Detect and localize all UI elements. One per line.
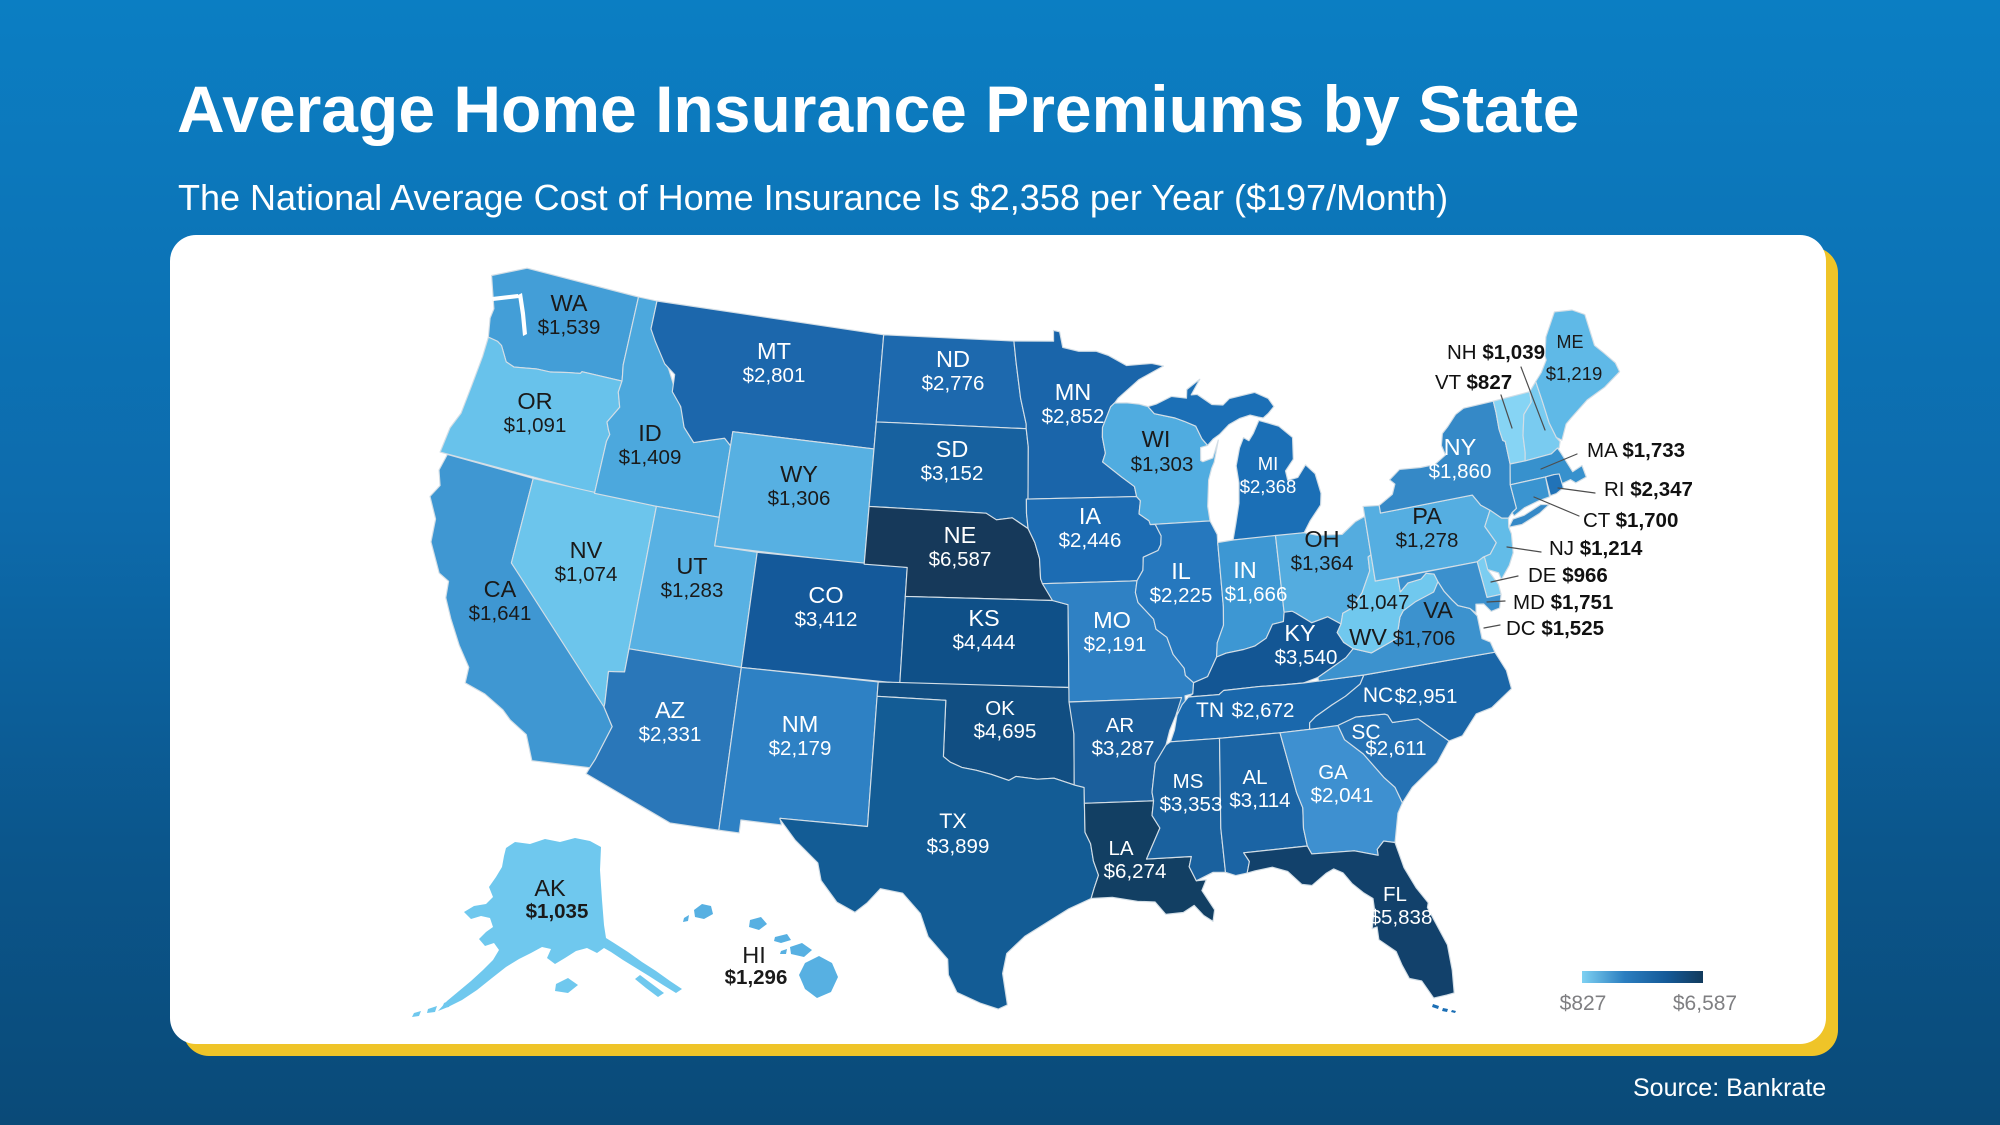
svg-text:IN: IN (1233, 557, 1257, 583)
svg-text:GA: GA (1318, 761, 1348, 784)
svg-text:$827: $827 (1560, 992, 1607, 1015)
svg-text:$1,091: $1,091 (504, 414, 567, 437)
svg-text:$3,412: $3,412 (795, 608, 858, 631)
svg-text:$1,047: $1,047 (1347, 591, 1410, 614)
svg-text:TN: TN (1196, 699, 1224, 722)
svg-text:$3,287: $3,287 (1092, 737, 1155, 760)
svg-text:$1,409: $1,409 (619, 446, 682, 469)
svg-text:LA: LA (1108, 837, 1133, 860)
svg-text:$1,641: $1,641 (469, 602, 532, 625)
svg-text:$1,306: $1,306 (768, 487, 831, 510)
svg-text:RI $2,347: RI $2,347 (1604, 478, 1693, 501)
svg-text:$4,444: $4,444 (953, 631, 1016, 654)
svg-text:WV: WV (1349, 624, 1387, 650)
svg-text:$1,074: $1,074 (555, 563, 618, 586)
svg-text:$1,278: $1,278 (1396, 529, 1459, 552)
svg-text:$1,666: $1,666 (1225, 583, 1288, 606)
svg-text:MN: MN (1055, 379, 1092, 405)
svg-text:$3,353: $3,353 (1160, 793, 1223, 816)
svg-text:CA: CA (484, 576, 517, 602)
svg-text:NH $1,039: NH $1,039 (1447, 341, 1545, 364)
svg-text:NY: NY (1444, 434, 1477, 460)
svg-text:IA: IA (1079, 503, 1102, 529)
svg-text:$1,219: $1,219 (1546, 363, 1603, 384)
svg-text:ND: ND (936, 346, 970, 372)
svg-text:$1,035: $1,035 (526, 900, 589, 923)
svg-text:KY: KY (1284, 620, 1316, 646)
svg-text:$2,672: $2,672 (1232, 699, 1295, 722)
svg-text:$6,587: $6,587 (929, 548, 992, 571)
svg-text:TX: TX (939, 809, 966, 833)
svg-text:MA $1,733: MA $1,733 (1587, 439, 1685, 462)
svg-text:FL: FL (1383, 883, 1407, 906)
svg-text:$2,776: $2,776 (922, 372, 985, 395)
svg-text:$2,179: $2,179 (769, 737, 832, 760)
svg-text:$1,860: $1,860 (1429, 460, 1492, 483)
svg-text:$3,540: $3,540 (1275, 646, 1338, 669)
svg-text:VT $827: VT $827 (1435, 371, 1512, 394)
svg-text:VA: VA (1423, 597, 1453, 623)
svg-text:KS: KS (968, 605, 999, 631)
svg-text:MI: MI (1258, 453, 1279, 474)
svg-text:MS: MS (1173, 770, 1204, 793)
svg-text:$6,274: $6,274 (1104, 860, 1167, 883)
svg-text:OK: OK (985, 697, 1015, 720)
svg-text:NC: NC (1363, 684, 1393, 707)
svg-text:SD: SD (936, 436, 969, 462)
svg-text:$1,706: $1,706 (1393, 627, 1456, 650)
svg-text:WA: WA (551, 290, 588, 316)
svg-text:$3,152: $3,152 (921, 462, 984, 485)
svg-text:AL: AL (1242, 766, 1267, 789)
svg-text:NJ $1,214: NJ $1,214 (1549, 537, 1643, 560)
svg-text:MD $1,751: MD $1,751 (1513, 591, 1613, 614)
svg-text:NV: NV (570, 537, 603, 563)
svg-text:WY: WY (780, 461, 818, 487)
svg-text:OR: OR (517, 388, 552, 414)
svg-text:MT: MT (757, 338, 791, 364)
svg-text:CO: CO (808, 582, 843, 608)
svg-text:$2,368: $2,368 (1240, 476, 1297, 497)
svg-text:$6,587: $6,587 (1673, 992, 1737, 1015)
svg-text:$5,838: $5,838 (1370, 906, 1433, 929)
svg-text:$1,283: $1,283 (661, 579, 724, 602)
svg-text:DC $1,525: DC $1,525 (1506, 617, 1604, 640)
svg-text:WI: WI (1142, 426, 1171, 452)
svg-text:$2,041: $2,041 (1311, 784, 1374, 807)
svg-text:ID: ID (638, 420, 662, 446)
svg-text:$2,331: $2,331 (639, 723, 702, 746)
svg-text:$2,191: $2,191 (1084, 633, 1147, 656)
svg-text:NM: NM (782, 711, 819, 737)
svg-text:PA: PA (1412, 503, 1442, 529)
svg-text:ME: ME (1557, 332, 1584, 352)
svg-text:$2,446: $2,446 (1059, 529, 1122, 552)
svg-text:UT: UT (676, 553, 707, 579)
svg-text:$2,611: $2,611 (1365, 737, 1426, 760)
svg-text:$1,303: $1,303 (1131, 453, 1194, 476)
svg-text:DE $966: DE $966 (1528, 564, 1608, 587)
svg-text:$2,852: $2,852 (1042, 405, 1105, 428)
svg-text:$2,225: $2,225 (1150, 584, 1213, 607)
svg-text:$2,951: $2,951 (1395, 685, 1458, 708)
svg-text:MO: MO (1093, 607, 1131, 633)
svg-text:AK: AK (534, 875, 566, 901)
svg-text:$3,899: $3,899 (927, 835, 990, 858)
svg-text:$1,296: $1,296 (725, 966, 788, 989)
svg-text:IL: IL (1171, 558, 1191, 584)
svg-text:$1,539: $1,539 (538, 316, 601, 339)
svg-text:$2,801: $2,801 (743, 364, 806, 387)
svg-text:$4,695: $4,695 (974, 720, 1037, 743)
svg-text:$1,364: $1,364 (1291, 552, 1354, 575)
svg-text:HI: HI (742, 942, 766, 968)
svg-text:AR: AR (1106, 714, 1134, 737)
svg-text:NE: NE (944, 522, 977, 548)
svg-text:CT $1,700: CT $1,700 (1583, 509, 1678, 532)
svg-text:$3,114: $3,114 (1229, 789, 1290, 812)
svg-text:AZ: AZ (655, 697, 685, 723)
svg-text:SC: SC (1351, 721, 1380, 744)
svg-text:OH: OH (1304, 526, 1339, 552)
